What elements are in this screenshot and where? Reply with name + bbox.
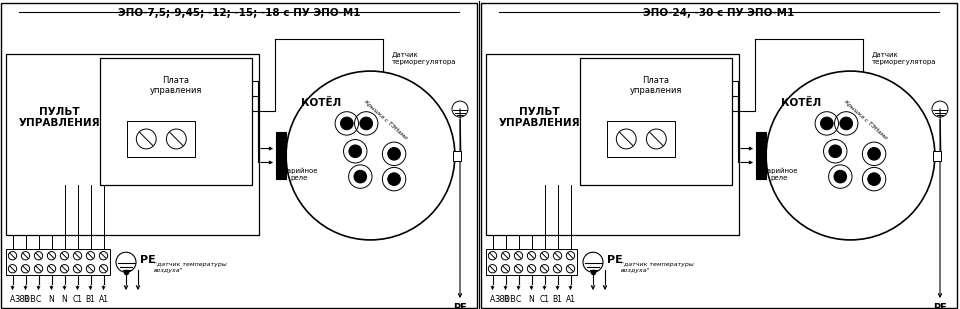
Text: РЕ: РЕ [140,255,156,265]
Bar [6,54,259,235]
Circle shape [341,117,353,130]
Text: "датчик температуры
воздуха": "датчик температуры воздуха" [154,262,227,273]
Bar [453,150,461,160]
Text: РЕ: РЕ [607,255,623,265]
Bar [276,132,286,179]
Text: C1: C1 [73,295,83,304]
Bar [580,58,732,184]
Text: Плата
управления: Плата управления [150,76,202,95]
Text: B: B [503,295,508,304]
Text: C: C [516,295,521,304]
Text: Крышка с ТЭНами: Крышка с ТЭНами [843,99,888,141]
Circle shape [840,117,852,130]
Text: B1: B1 [553,295,563,304]
Circle shape [834,170,847,183]
Bar [100,58,252,184]
Circle shape [828,145,842,158]
Text: РЕ: РЕ [453,303,467,309]
Text: РЕ: РЕ [933,303,947,309]
Circle shape [286,71,455,240]
Text: C1: C1 [540,295,549,304]
Bar [127,121,196,157]
Text: A1: A1 [565,295,575,304]
Text: "датчик температуры
воздуха": "датчик температуры воздуха" [621,262,694,273]
Text: ПУЛЬТ
УПРАВЛЕНИЯ: ПУЛЬТ УПРАВЛЕНИЯ [498,107,580,128]
Bar [486,54,739,235]
Bar [1,3,477,308]
Circle shape [766,71,935,240]
Text: 380В: 380В [494,295,516,304]
Circle shape [348,145,362,158]
Text: Датчик
терморегулятора: Датчик терморегулятора [872,52,936,65]
Bar [933,150,941,160]
Bar [6,249,110,275]
Text: Датчик
терморегулятора: Датчик терморегулятора [392,52,456,65]
Text: N: N [61,295,67,304]
Circle shape [354,170,367,183]
Text: КОТЁЛ: КОТЁЛ [781,98,822,108]
Text: Плата
управления: Плата управления [630,76,682,95]
Text: КОТЁЛ: КОТЁЛ [301,98,342,108]
Bar [756,132,766,179]
Text: N: N [49,295,55,304]
Text: ЭПО-7,5;-9,45; -12; -15; -18 с ПУ ЭПО-М1: ЭПО-7,5;-9,45; -12; -15; -18 с ПУ ЭПО-М1 [118,8,360,18]
Circle shape [868,173,880,185]
Circle shape [868,147,880,160]
Bar [481,3,957,308]
Text: ЭПО-24, -30 с ПУ ЭПО-М1: ЭПО-24, -30 с ПУ ЭПО-М1 [643,8,795,18]
Circle shape [388,173,400,185]
Circle shape [821,117,833,130]
Text: B: B [23,295,28,304]
Text: A1: A1 [99,295,108,304]
Text: Аварийное
реле: Аварийное реле [759,167,799,181]
Text: 380В: 380В [14,295,36,304]
Text: Аварийное
реле: Аварийное реле [279,167,319,181]
Text: Крышка с ТЭНами: Крышка с ТЭНами [363,99,408,141]
Text: A: A [10,295,15,304]
Text: C: C [36,295,41,304]
Text: B1: B1 [85,295,95,304]
Circle shape [388,147,400,160]
Text: A: A [490,295,495,304]
Bar [607,121,676,157]
Text: ПУЛЬТ
УПРАВЛЕНИЯ: ПУЛЬТ УПРАВЛЕНИЯ [18,107,100,128]
Text: N: N [529,295,535,304]
Circle shape [360,117,372,130]
Bar [486,249,577,275]
